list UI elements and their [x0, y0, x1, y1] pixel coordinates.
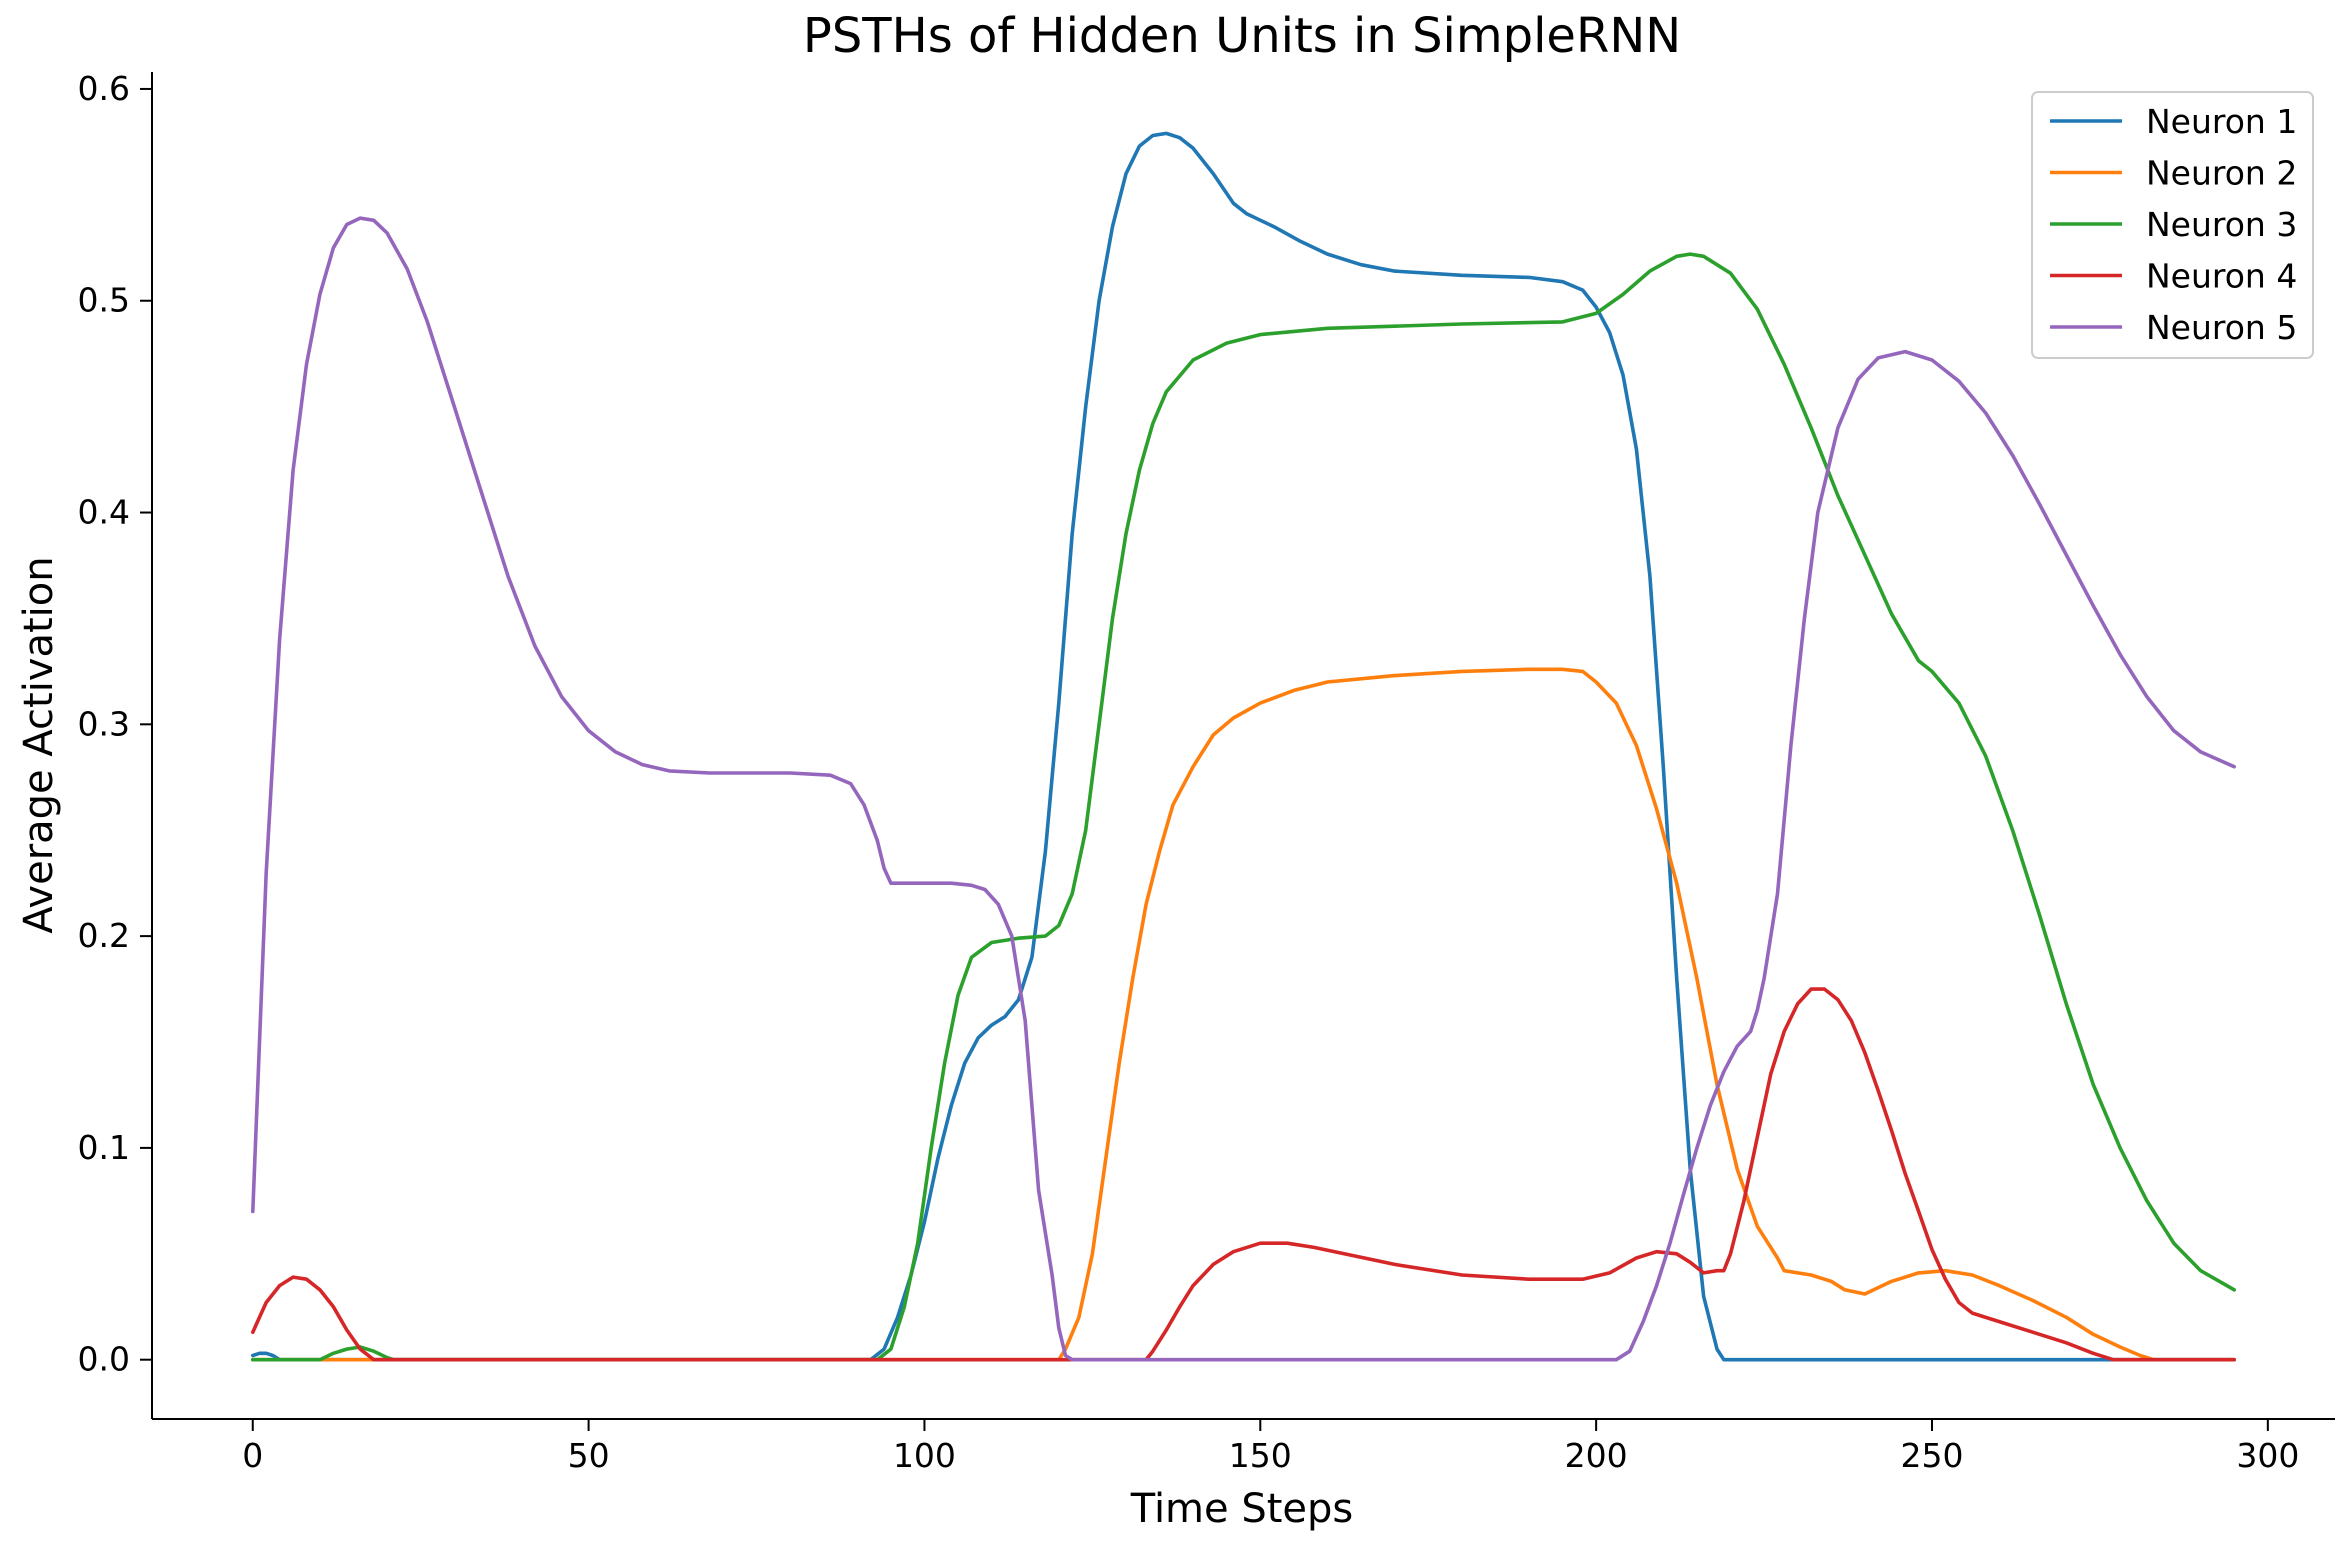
x-axis-ticks: 0 50 100 150 200 250 300 [242, 1419, 2299, 1475]
y-tick-label: 0.4 [78, 493, 130, 532]
x-tick-label: 150 [1229, 1436, 1292, 1475]
x-tick-label: 0 [242, 1436, 263, 1475]
x-tick-label: 300 [2236, 1436, 2299, 1475]
y-tick-label: 0.5 [78, 281, 130, 320]
x-axis-label: Time Steps [1130, 1486, 1354, 1532]
y-tick-label: 0.3 [78, 704, 130, 743]
legend-label-neuron-3: Neuron 3 [2146, 205, 2297, 244]
series-line-neuron-3 [251, 252, 2236, 1362]
series-line-neuron-5 [251, 216, 2236, 1362]
y-tick-label: 0.2 [78, 916, 130, 955]
x-tick-label: 100 [893, 1436, 956, 1475]
y-tick-label: 0.6 [78, 69, 130, 108]
legend-label-neuron-1: Neuron 1 [2146, 102, 2297, 141]
legend-box [2031, 91, 2314, 359]
y-tick-label: 0.0 [78, 1340, 130, 1379]
legend-label-neuron-2: Neuron 2 [2146, 154, 2297, 193]
y-axis-label: Average Activation [16, 556, 62, 933]
series-line-neuron-1 [251, 131, 2236, 1362]
series-line-neuron-4 [251, 987, 2236, 1362]
x-tick-label: 200 [1565, 1436, 1628, 1475]
chart-title: PSTHs of Hidden Units in SimpleRNN [803, 8, 1681, 64]
legend-label-neuron-5: Neuron 5 [2146, 308, 2297, 347]
x-tick-label: 250 [1900, 1436, 1963, 1475]
y-axis-ticks: 0.0 0.1 0.2 0.3 0.4 0.5 0.6 [78, 69, 152, 1379]
y-tick-label: 0.1 [78, 1128, 130, 1167]
series-line-neuron-2 [251, 667, 2236, 1362]
legend: Neuron 1 Neuron 2 Neuron 3 Neuron 4 Neuron 5 [2031, 91, 2314, 359]
x-tick-label: 50 [568, 1436, 610, 1475]
legend-label-neuron-4: Neuron 4 [2146, 257, 2297, 296]
series-layer [251, 131, 2236, 1362]
